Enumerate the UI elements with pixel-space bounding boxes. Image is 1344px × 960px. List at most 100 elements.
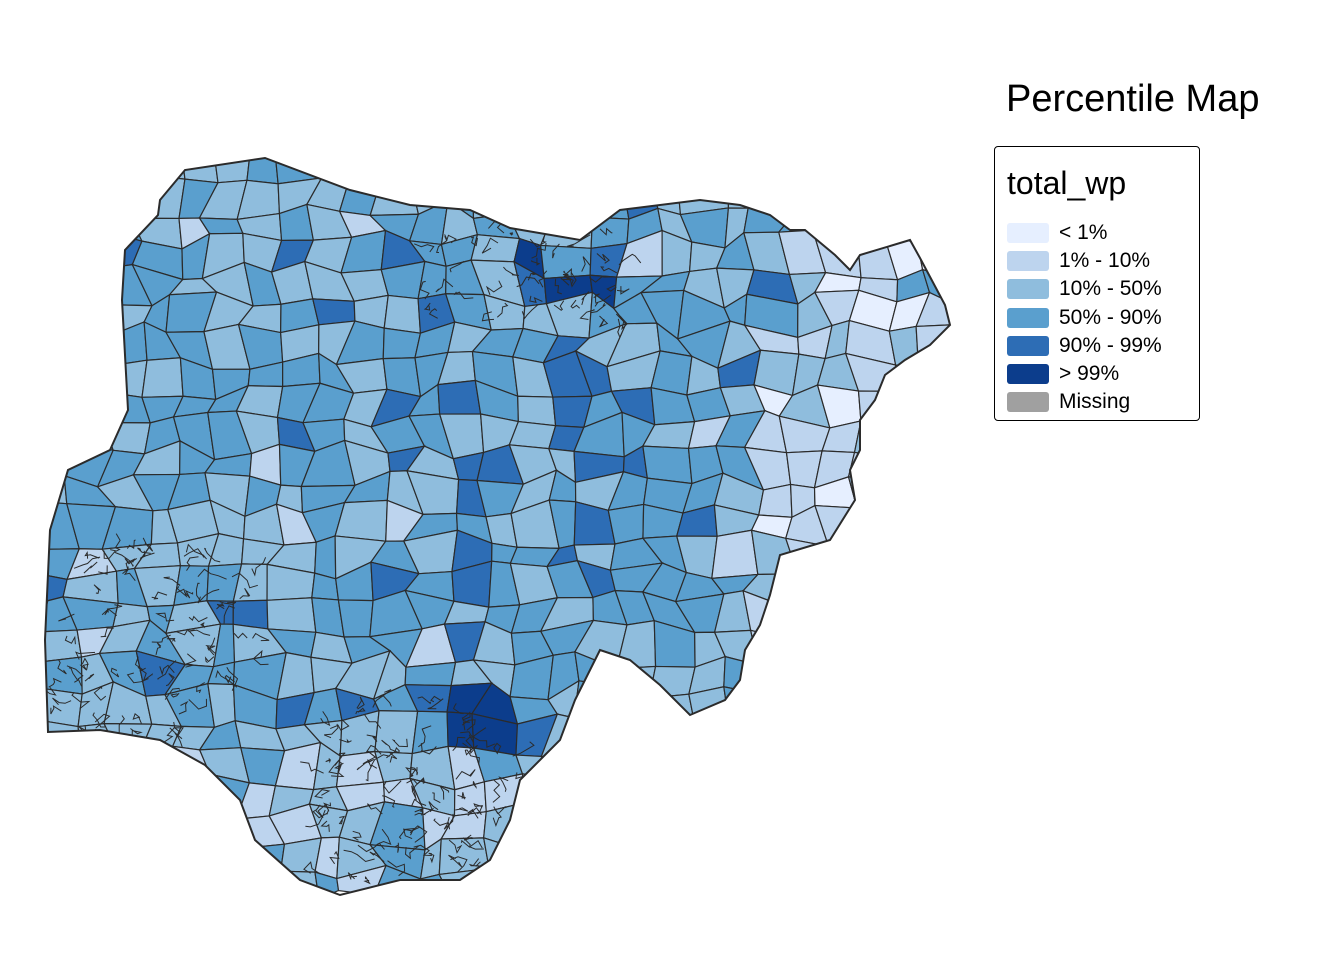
region-boundary xyxy=(312,804,329,819)
region-boundary xyxy=(367,754,390,768)
region-boundary xyxy=(598,315,609,328)
region-boundary xyxy=(197,588,220,604)
region-boundary xyxy=(83,561,98,574)
map-region xyxy=(509,874,562,895)
map-region xyxy=(508,801,557,847)
region-boundary xyxy=(516,276,540,288)
map-region xyxy=(785,638,830,665)
map-region xyxy=(204,861,256,895)
region-boundary xyxy=(347,872,357,880)
map-region xyxy=(758,483,793,518)
region-boundary xyxy=(64,635,76,645)
legend-swatch xyxy=(1007,307,1049,328)
map-region xyxy=(611,834,663,870)
map-region xyxy=(845,538,893,569)
region-boundary xyxy=(461,839,483,849)
map-region xyxy=(572,834,615,879)
region-boundary xyxy=(503,266,519,276)
region-boundary xyxy=(169,727,184,737)
legend-swatch xyxy=(1007,251,1049,272)
map-region xyxy=(642,829,696,870)
map-region xyxy=(813,564,867,608)
region-boundary xyxy=(617,318,621,337)
map-region xyxy=(721,771,764,821)
map-region xyxy=(607,720,661,753)
map-region xyxy=(787,740,823,783)
region-boundary xyxy=(493,742,502,755)
region-boundary xyxy=(93,685,107,701)
legend-label: 10% - 50% xyxy=(1059,277,1162,301)
region-boundary xyxy=(423,302,431,311)
map-region xyxy=(878,806,929,848)
map-region xyxy=(131,863,182,895)
legend-label: 50% - 90% xyxy=(1059,305,1162,329)
region-boundary xyxy=(485,280,503,295)
region-boundary xyxy=(496,302,509,318)
legend-item: > 99% xyxy=(1007,360,1162,388)
map-region xyxy=(780,771,833,818)
region-boundary xyxy=(68,667,79,683)
region-boundary xyxy=(463,834,473,841)
region-boundary xyxy=(413,844,432,856)
legend-item: 10% - 50% xyxy=(1007,275,1162,303)
region-boundary xyxy=(352,830,362,841)
map-region xyxy=(775,688,831,716)
map-region xyxy=(70,177,106,219)
map-region xyxy=(922,480,950,519)
region-boundary xyxy=(320,711,331,727)
map-region xyxy=(103,158,146,182)
region-boundary xyxy=(581,291,590,306)
region-boundary xyxy=(355,707,366,715)
region-boundary xyxy=(331,764,345,778)
map-region xyxy=(865,709,891,750)
region-boundary xyxy=(509,231,514,236)
map-region xyxy=(541,170,596,219)
map-region xyxy=(45,830,75,867)
map-region xyxy=(917,355,950,394)
region-boundary xyxy=(455,807,469,812)
map-region xyxy=(675,782,729,814)
region-boundary xyxy=(581,256,591,272)
map-region xyxy=(45,233,84,277)
map-region xyxy=(314,535,337,580)
region-boundary xyxy=(503,844,516,852)
map-region xyxy=(266,597,317,633)
region-boundary xyxy=(405,767,417,779)
region-boundary xyxy=(457,792,466,800)
map-region xyxy=(540,755,595,785)
map-region xyxy=(613,867,656,895)
region-boundary xyxy=(435,278,454,293)
region-boundary xyxy=(394,842,399,853)
map-region xyxy=(878,833,932,881)
map-region xyxy=(913,572,950,602)
region-boundary xyxy=(448,839,463,854)
map-region xyxy=(926,769,950,820)
map-region xyxy=(820,803,850,850)
region-boundary xyxy=(417,696,431,705)
region-boundary xyxy=(599,227,613,236)
region-boundary xyxy=(388,751,398,763)
region-boundary xyxy=(481,311,495,322)
map-region xyxy=(68,864,116,895)
map-region xyxy=(857,390,901,422)
map-region xyxy=(743,158,795,189)
map-region xyxy=(472,177,509,220)
map-region xyxy=(334,499,388,542)
map-region xyxy=(45,773,77,811)
region-boundary xyxy=(383,780,402,794)
map-region xyxy=(787,712,831,750)
map-region xyxy=(590,158,622,176)
region-boundary xyxy=(512,741,535,757)
map-region xyxy=(109,802,152,840)
map-region xyxy=(204,833,256,881)
region-boundary xyxy=(130,728,143,738)
map-region xyxy=(69,304,114,337)
map-region xyxy=(810,771,866,819)
map-region xyxy=(711,876,763,895)
map-region xyxy=(785,605,832,640)
region-boundary xyxy=(166,637,176,642)
map-region xyxy=(101,864,140,895)
region-boundary xyxy=(596,253,610,264)
map-region xyxy=(780,815,833,849)
